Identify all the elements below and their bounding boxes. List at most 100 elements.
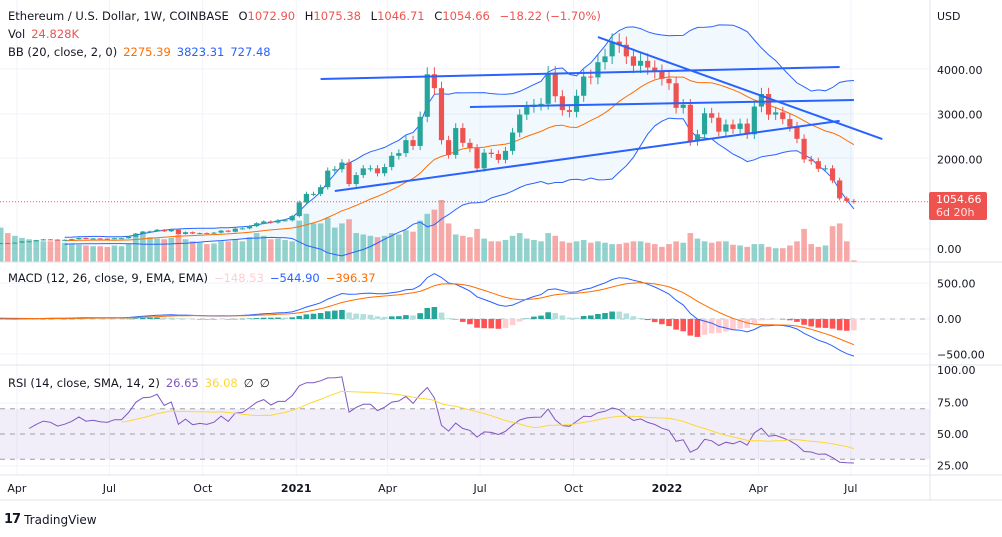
macd-histogram-bar	[424, 307, 431, 319]
candle	[268, 221, 274, 223]
volume-bar	[687, 233, 694, 262]
candle	[97, 238, 103, 240]
volume-bar	[111, 245, 118, 262]
trendline	[334, 119, 840, 192]
trendline	[597, 36, 883, 140]
rsi-v1: ∅	[243, 376, 254, 390]
macd-value: −544.90	[269, 271, 320, 285]
volume-bar	[76, 244, 82, 262]
macd-histogram-bar	[303, 314, 310, 319]
volume-bar	[467, 237, 473, 262]
last-price: 1054.66	[936, 193, 982, 206]
candle	[325, 170, 331, 188]
time-axis-tick: Apr	[749, 482, 769, 495]
macd-histogram-bar	[47, 318, 54, 320]
rsi-value: 26.65	[165, 376, 199, 390]
change-value: −18.22 (−1.70%)	[499, 9, 601, 23]
candle	[12, 242, 18, 244]
candle	[282, 220, 288, 222]
candle	[275, 220, 281, 223]
volume-bar	[431, 209, 438, 262]
symbol-title[interactable]: Ethereum / U.S. Dollar, 1W, COINBASE	[8, 9, 229, 23]
volume-bar	[353, 233, 359, 262]
candle	[424, 74, 430, 117]
tradingview-logo[interactable]: 17 TradingView	[4, 512, 97, 527]
price-axis-unit: USD	[937, 10, 961, 23]
candle	[182, 232, 189, 234]
macd-histogram-bar	[61, 318, 68, 320]
macd-histogram-bar	[417, 313, 423, 319]
macd-histogram-bar	[140, 317, 146, 319]
macd-histogram-bar	[673, 319, 679, 330]
volume-bar	[125, 244, 132, 262]
macd-histogram-bar	[666, 319, 672, 327]
volume-bar	[772, 248, 779, 262]
macd-histogram-bar	[196, 319, 203, 320]
macd-histogram-bar	[317, 312, 324, 319]
rsi-label[interactable]: RSI (14, close, SMA, 14, 2)	[8, 376, 160, 390]
candle	[54, 239, 61, 241]
candle	[602, 56, 608, 63]
volume-bar	[573, 241, 580, 262]
candle	[147, 231, 153, 233]
candle	[652, 67, 658, 72]
candle	[559, 96, 565, 111]
macd-histogram-bar	[104, 318, 111, 320]
macd-histogram-bar	[744, 319, 751, 328]
macd-histogram-bar	[687, 319, 694, 336]
macd-histogram-bar	[275, 317, 281, 319]
volume-bar	[737, 245, 743, 262]
volume-bar	[637, 241, 644, 262]
volume-bar	[779, 248, 786, 262]
macd-histogram-bar	[218, 319, 224, 320]
macd-histogram-bar	[161, 317, 167, 319]
macd-histogram-bar	[573, 317, 580, 319]
time-axis-tick: Oct	[564, 482, 584, 495]
volume-bar	[154, 238, 160, 262]
candle	[773, 112, 779, 115]
volume-bar	[168, 237, 175, 262]
macd-histogram-bar	[4, 319, 11, 320]
macd-label[interactable]: MACD (12, 26, close, 9, EMA, EMA)	[8, 271, 208, 285]
macd-histogram-bar	[680, 319, 687, 332]
candle	[438, 88, 445, 141]
candle	[524, 106, 530, 115]
candle	[851, 200, 857, 202]
volume-bar	[516, 233, 523, 262]
candle	[197, 233, 203, 235]
volume-bar	[787, 245, 793, 262]
macd-histogram-bar	[495, 319, 502, 329]
candle	[40, 239, 46, 241]
macd-histogram-bar	[438, 312, 445, 319]
low-value: 1046.71	[377, 9, 425, 23]
macd-histogram-bar	[40, 318, 47, 320]
macd-histogram-bar	[552, 313, 559, 319]
volume-bar	[509, 235, 516, 262]
candle	[310, 193, 317, 195]
macd-histogram-bar	[346, 312, 352, 319]
macd-histogram-bar	[538, 315, 544, 319]
macd-histogram-bar	[367, 314, 374, 319]
candle	[694, 134, 701, 142]
macd-histogram-bar	[374, 316, 381, 319]
vol-label[interactable]: Vol	[8, 27, 26, 41]
volume-bar	[296, 220, 303, 262]
volume-bar	[417, 220, 423, 262]
candle	[47, 239, 54, 241]
macd-histogram-bar	[339, 310, 345, 319]
macd-histogram-bar	[175, 318, 182, 319]
macd-histogram-bar	[808, 319, 815, 327]
rsi-legend: RSI (14, close, SMA, 14, 2) 26.65 36.08 ∅ ∅	[8, 376, 276, 390]
bb-label[interactable]: BB (20, close, 2, 0)	[8, 45, 118, 59]
volume-bar	[90, 246, 96, 262]
macd-histogram-bar	[452, 319, 459, 320]
candle	[723, 124, 729, 132]
macd-histogram-bar	[751, 319, 758, 325]
macd-histogram-bar	[481, 319, 487, 329]
macd-histogram-bar	[33, 319, 40, 320]
candle	[218, 230, 224, 233]
volume-bar	[836, 223, 843, 262]
macd-histogram-bar	[623, 313, 630, 319]
